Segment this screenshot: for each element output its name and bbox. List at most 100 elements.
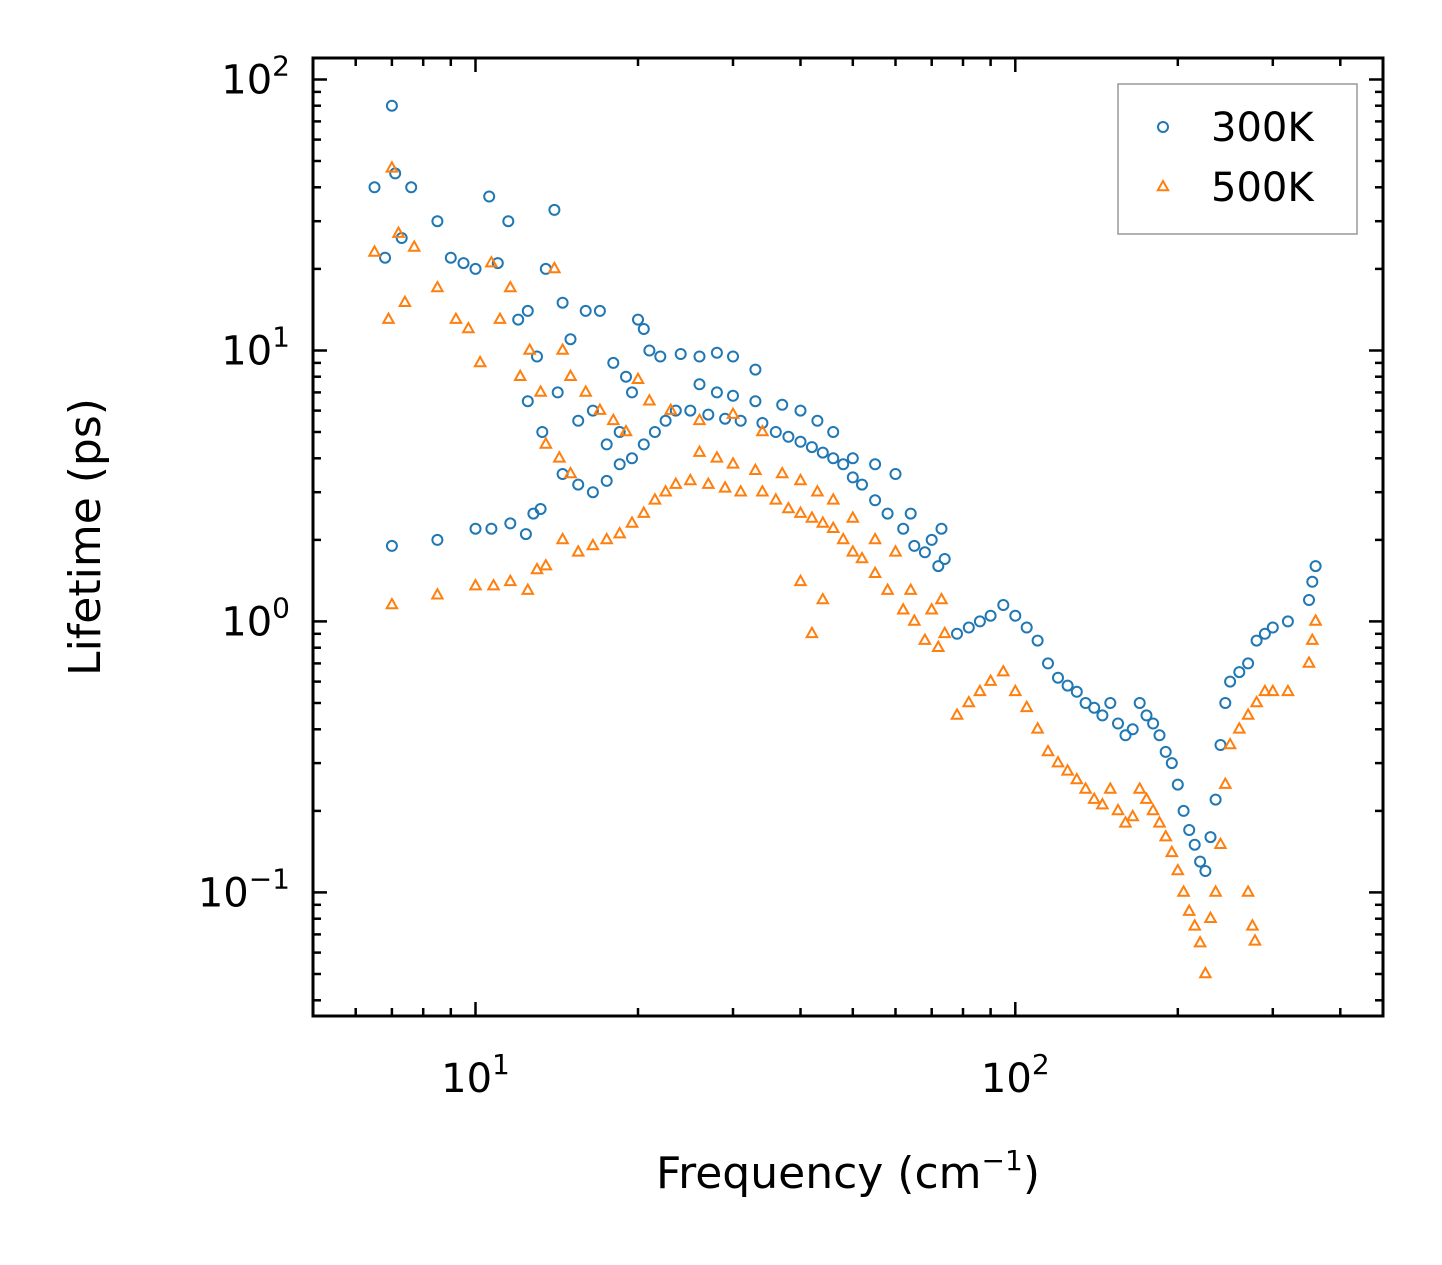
point-500K-105	[1118, 815, 1133, 828]
point-500K-31	[563, 465, 578, 479]
point-500K-124	[1232, 721, 1247, 734]
point-300K-80	[693, 378, 706, 391]
x-axis-label-main: Frequency	[656, 1148, 883, 1199]
point-500K-98	[1060, 763, 1075, 776]
point-300K-58	[669, 404, 682, 417]
point-500K-69	[931, 639, 946, 652]
point-500K-40	[555, 531, 570, 545]
point-300K-79	[938, 553, 951, 565]
point-300K-69	[827, 452, 840, 465]
point-500K-114	[1176, 884, 1191, 897]
point-500K-88	[950, 707, 965, 720]
point-300K-115	[1147, 717, 1160, 730]
point-500K-80	[815, 591, 830, 605]
point-500K-62	[845, 544, 860, 557]
point-500K-14	[522, 342, 537, 355]
point-500K-84	[888, 544, 903, 557]
point-500K-100	[1078, 781, 1093, 794]
point-500K-11	[492, 311, 507, 324]
point-300K-78	[932, 560, 945, 573]
legend: 300K 500K	[1117, 83, 1358, 235]
point-500K-85	[903, 582, 918, 595]
point-300K-72	[856, 478, 868, 491]
point-300K-53	[613, 458, 626, 471]
point-500K-89	[961, 694, 976, 708]
point-500K-135	[1241, 884, 1256, 897]
point-500K-111	[1158, 829, 1173, 842]
point-300K-85	[794, 404, 807, 417]
point-300K-44	[485, 522, 498, 535]
point-500K-15	[533, 384, 548, 397]
point-500K-78	[826, 492, 841, 505]
point-500K-63	[855, 550, 869, 564]
point-300K-95	[962, 621, 975, 634]
point-300K-0	[368, 181, 381, 194]
point-300K-75	[897, 522, 910, 535]
y-tick-label-exp: −1	[249, 862, 290, 895]
point-300K-132	[1250, 634, 1263, 647]
point-500K-107	[1132, 781, 1147, 794]
point-300K-133	[1258, 627, 1271, 640]
point-500K-87	[934, 591, 949, 605]
point-500K-117	[1193, 935, 1208, 948]
point-500K-65	[880, 582, 895, 595]
point-300K-66	[794, 435, 807, 448]
point-500K-101	[1087, 791, 1102, 804]
point-300K-9	[469, 262, 482, 275]
point-300K-107	[1088, 701, 1101, 714]
point-500K-3	[391, 225, 406, 238]
point-500K-132	[1308, 613, 1323, 626]
point-300K-56	[648, 426, 661, 438]
point-300K-41	[385, 539, 398, 552]
point-300K-123	[1194, 855, 1207, 868]
point-300K-60	[702, 408, 715, 421]
point-500K-73	[726, 456, 741, 469]
point-300K-26	[643, 344, 656, 357]
point-300K-117	[1159, 745, 1172, 758]
point-500K-95	[1030, 721, 1045, 734]
point-300K-137	[1306, 575, 1319, 588]
point-500K-53	[733, 484, 748, 497]
plot-area	[367, 99, 1323, 979]
point-300K-89	[869, 458, 882, 471]
point-500K-26	[692, 412, 707, 426]
point-500K-29	[538, 436, 553, 449]
y-tick-label-3: 102	[221, 50, 290, 104]
point-300K-92	[925, 533, 938, 546]
point-300K-12	[502, 215, 515, 228]
point-500K-45	[625, 515, 640, 528]
point-300K-19	[564, 333, 577, 346]
point-500K-36	[503, 573, 518, 587]
series-layer	[367, 99, 1323, 979]
point-300K-15	[531, 350, 543, 363]
y-tick-label-base: 10	[221, 329, 272, 375]
point-500K-34	[468, 578, 483, 591]
point-300K-40	[626, 386, 638, 399]
point-300K-83	[749, 395, 762, 408]
point-500K-16	[547, 260, 562, 274]
point-500K-61	[836, 531, 851, 545]
point-300K-1	[379, 251, 392, 264]
point-500K-70	[937, 625, 952, 639]
point-500K-86	[924, 602, 939, 615]
legend-marker-500K	[1156, 178, 1170, 192]
point-500K-82	[845, 510, 860, 523]
plot-frame	[311, 56, 1385, 1018]
point-300K-18	[556, 296, 569, 309]
point-500K-112	[1164, 844, 1179, 858]
point-300K-54	[626, 452, 638, 465]
point-300K-113	[1133, 697, 1146, 709]
point-300K-103	[1052, 671, 1064, 684]
point-500K-57	[793, 505, 808, 518]
point-300K-67	[805, 441, 818, 454]
point-500K-49	[668, 476, 683, 489]
point-300K-121	[1183, 824, 1196, 836]
point-500K-27	[726, 406, 741, 419]
point-500K-59	[815, 515, 830, 528]
point-300K-11	[491, 257, 504, 270]
point-500K-106	[1125, 808, 1140, 822]
point-500K-32	[384, 596, 399, 610]
point-500K-133	[1245, 918, 1260, 931]
point-300K-50	[572, 478, 585, 491]
point-300K-136	[1303, 594, 1315, 606]
